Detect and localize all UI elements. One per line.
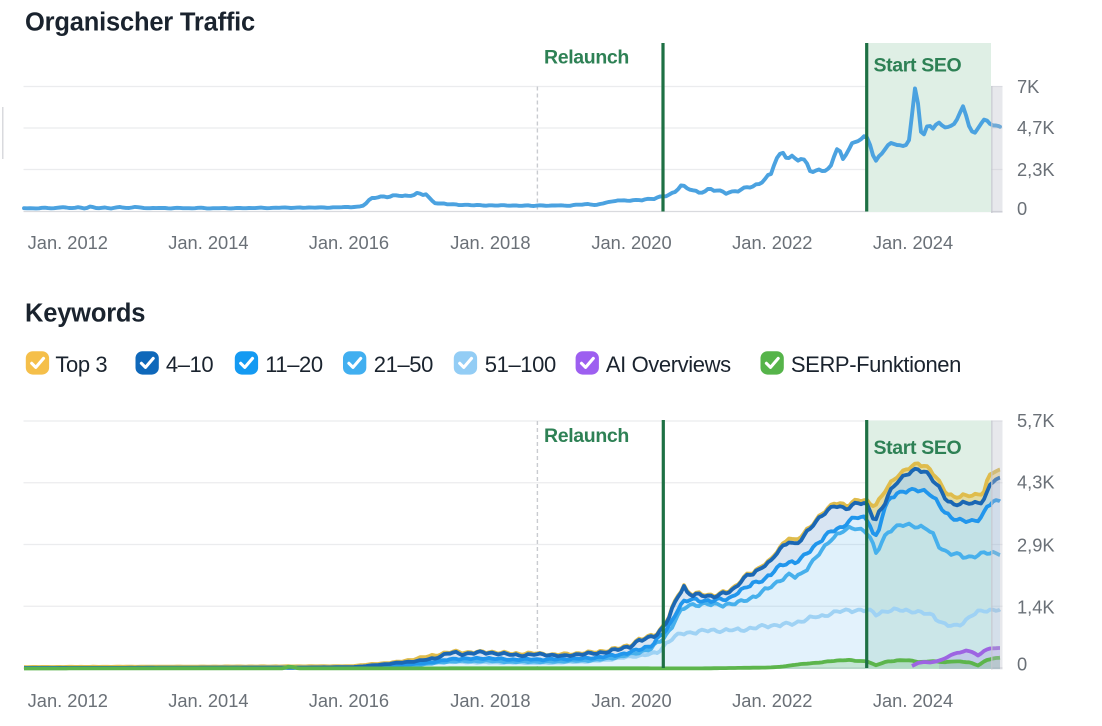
svg-text:Jan. 2012: Jan. 2012 <box>28 232 108 253</box>
svg-text:Jan. 2022: Jan. 2022 <box>732 690 812 711</box>
svg-text:5,7K: 5,7K <box>1017 410 1055 431</box>
svg-text:Top 3: Top 3 <box>55 352 107 377</box>
svg-text:SERP-Funktionen: SERP-Funktionen <box>791 352 961 377</box>
svg-text:Start SEO: Start SEO <box>874 437 962 459</box>
svg-text:Relaunch: Relaunch <box>544 425 629 447</box>
svg-text:2,9K: 2,9K <box>1017 535 1055 556</box>
svg-text:Jan. 2020: Jan. 2020 <box>591 232 671 253</box>
svg-text:Jan. 2018: Jan. 2018 <box>450 232 530 253</box>
svg-text:51–100: 51–100 <box>485 352 556 377</box>
svg-text:AI Overviews: AI Overviews <box>606 352 731 377</box>
svg-text:Organischer Traffic: Organischer Traffic <box>25 9 255 37</box>
svg-text:Jan. 2014: Jan. 2014 <box>168 232 248 253</box>
svg-text:0: 0 <box>1017 654 1027 675</box>
svg-text:Keywords: Keywords <box>25 300 145 328</box>
svg-text:11–20: 11–20 <box>265 352 323 377</box>
svg-text:21–50: 21–50 <box>374 352 433 377</box>
svg-text:Relaunch: Relaunch <box>544 47 629 69</box>
svg-text:Jan. 2024: Jan. 2024 <box>873 232 953 253</box>
svg-text:0: 0 <box>1017 198 1027 219</box>
svg-text:4–10: 4–10 <box>166 352 214 377</box>
svg-text:4,7K: 4,7K <box>1017 117 1055 138</box>
svg-text:Start SEO: Start SEO <box>874 54 962 76</box>
svg-text:2,3K: 2,3K <box>1017 159 1055 180</box>
svg-text:Jan. 2012: Jan. 2012 <box>28 690 108 711</box>
svg-text:Jan. 2016: Jan. 2016 <box>309 232 389 253</box>
svg-text:7K: 7K <box>1017 76 1039 97</box>
svg-text:Jan. 2014: Jan. 2014 <box>168 690 248 711</box>
svg-text:Jan. 2016: Jan. 2016 <box>309 690 389 711</box>
svg-text:4,3K: 4,3K <box>1017 472 1055 493</box>
svg-text:Jan. 2018: Jan. 2018 <box>450 690 530 711</box>
svg-text:Jan. 2020: Jan. 2020 <box>591 690 671 711</box>
svg-text:1,4K: 1,4K <box>1017 597 1055 618</box>
svg-text:Jan. 2022: Jan. 2022 <box>732 232 812 253</box>
svg-text:Jan. 2024: Jan. 2024 <box>873 690 953 711</box>
